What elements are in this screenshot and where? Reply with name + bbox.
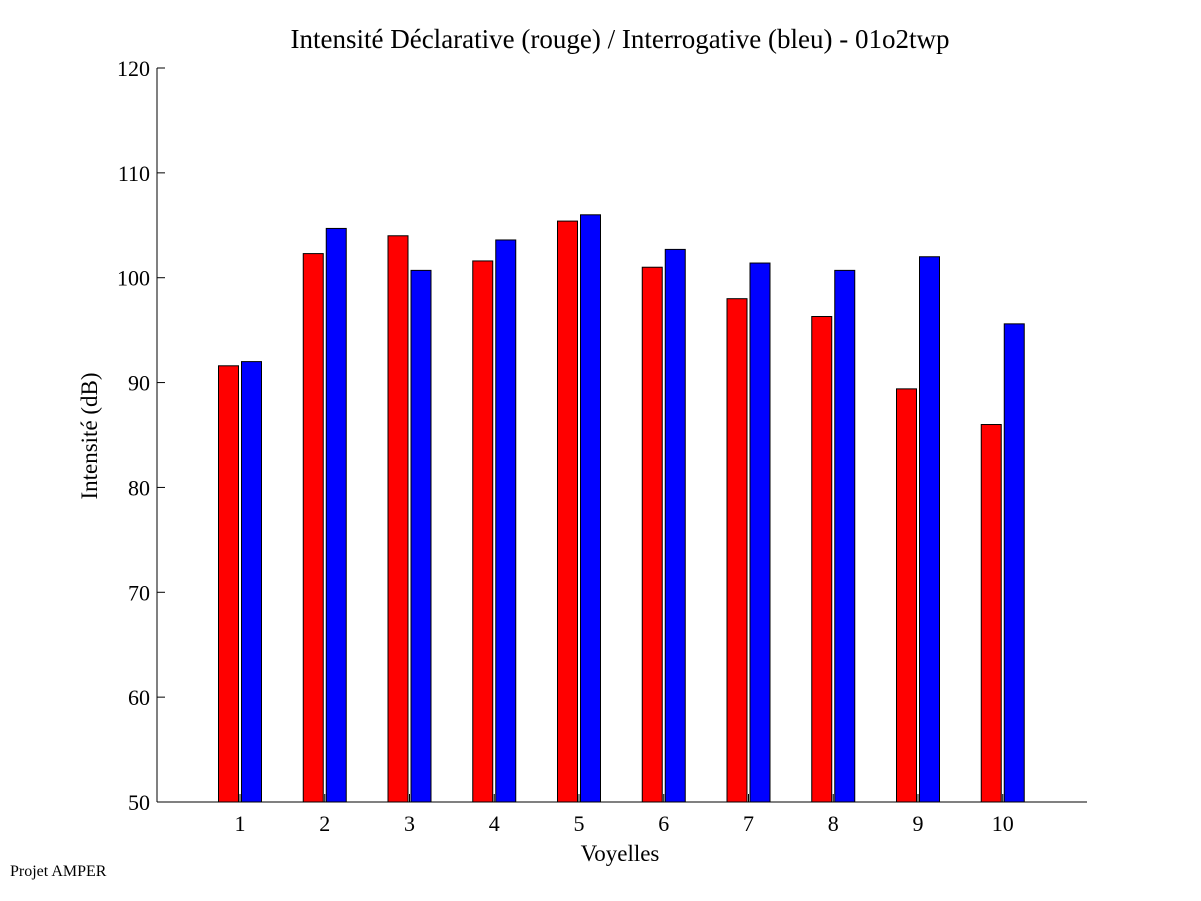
- bar-series2-cat6: [664, 248, 686, 803]
- bar-series1-cat4: [472, 260, 494, 803]
- bar-series1-cat3: [387, 235, 409, 803]
- y-axis-label: Intensité (dB): [77, 372, 102, 499]
- x-tick-label: 1: [235, 811, 246, 836]
- x-tick-label: 2: [319, 811, 330, 836]
- y-tick-label: 100: [117, 266, 150, 291]
- bar-series2-cat5: [580, 214, 601, 803]
- x-tick-label: 4: [489, 811, 500, 836]
- bar-series2-cat9: [919, 256, 940, 803]
- bar-series1-cat1: [218, 365, 239, 803]
- footer-credit: Projet AMPER: [10, 863, 107, 880]
- bar-series1-cat2: [302, 253, 324, 803]
- y-tick-label: 70: [128, 580, 150, 605]
- bar-series2-cat8: [834, 269, 856, 803]
- bar-series1-cat7: [726, 298, 748, 803]
- y-tick-label: 80: [128, 475, 150, 500]
- y-tick-label: 110: [118, 161, 150, 186]
- bar-series2-cat4: [495, 239, 517, 803]
- bar-series1-cat6: [641, 266, 663, 803]
- bar-series1-cat8: [811, 316, 833, 803]
- bar-series1-cat5: [557, 220, 578, 803]
- x-tick-label: 6: [658, 811, 669, 836]
- x-tick-label: 7: [743, 811, 754, 836]
- bar-series2-cat7: [749, 262, 771, 803]
- y-tick-label: 50: [128, 790, 150, 815]
- x-tick-label: 5: [574, 811, 585, 836]
- axes-group: 50 60 70 80 90 100 110 120 1 2 3 4 5 6 7 8 9 10: [117, 56, 1087, 836]
- bar-series2-cat2: [325, 227, 347, 803]
- x-axis-label: Voyelles: [581, 841, 660, 866]
- bars-group: [218, 214, 1025, 803]
- bar-series1-cat10: [980, 424, 1002, 803]
- y-tick-label: 60: [128, 685, 150, 710]
- bar-series2-cat10: [1003, 323, 1025, 803]
- bar-series1-cat9: [896, 388, 917, 803]
- y-tick-label: 90: [128, 371, 150, 396]
- x-tick-label: 10: [992, 811, 1014, 836]
- x-tick-label: 9: [913, 811, 924, 836]
- x-tick-label: 3: [404, 811, 415, 836]
- x-tick-label: 8: [828, 811, 839, 836]
- bar-series2-cat1: [241, 361, 262, 803]
- y-tick-label: 120: [117, 56, 150, 81]
- bar-series2-cat3: [410, 269, 432, 803]
- chart-title: Intensité Déclarative (rouge) / Interrog…: [291, 24, 950, 54]
